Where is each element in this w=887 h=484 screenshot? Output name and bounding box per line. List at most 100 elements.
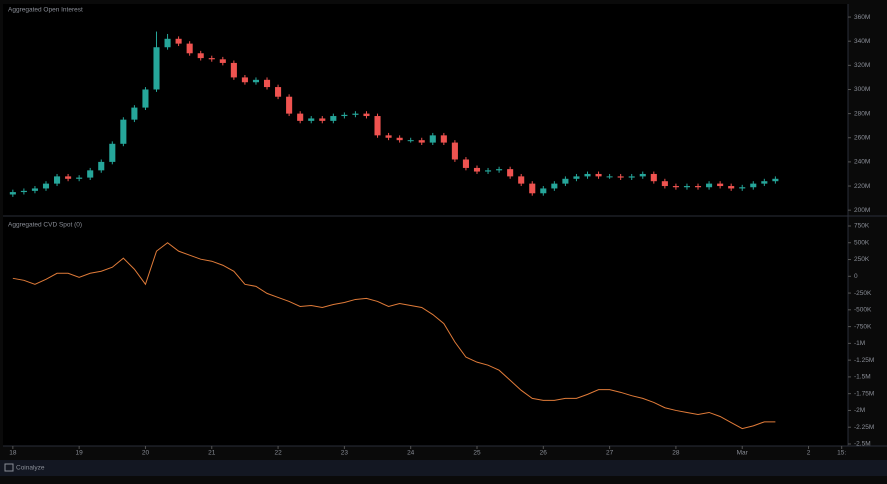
y-tick-label: 300M [854,86,870,93]
y-tick-label: 240M [854,159,870,166]
x-tick-label: 15: [837,450,846,457]
candle-body [175,38,182,44]
y-tick-label: -1.75M [854,390,874,397]
y-tick-label: 360M [854,14,870,21]
candle-body [650,173,657,182]
y-tick-label: -2.25M [854,424,874,431]
candle-body [617,176,624,178]
candle-body [374,116,381,136]
plot-area [3,4,848,446]
candle-body [518,176,525,184]
x-tick-label: 23 [341,450,349,457]
candle-body [507,169,514,177]
candle-body [761,181,768,184]
candle-body [584,173,591,177]
y-tick-label: 320M [854,62,870,69]
x-tick-label: 28 [672,450,680,457]
x-tick-label: 2 [807,450,811,457]
y-tick-label: 250K [854,256,870,263]
candle-body [739,187,746,189]
panel-title: Aggregated CVD Spot (0) [8,222,82,229]
candle-body [573,176,580,179]
candle-body [98,161,105,171]
candle-body [120,119,127,144]
candle-body [230,62,237,78]
candle-body [341,114,348,117]
candle-body [219,59,226,63]
candle-body [717,183,724,187]
y-tick-label: 0 [854,273,858,280]
candle-body [396,137,403,141]
y-tick-label: -750K [854,323,872,330]
x-tick-label: 25 [473,450,481,457]
candle-body [529,183,536,194]
y-tick-label: 200M [854,207,870,214]
candle-body [319,118,326,121]
candle-body [772,178,779,182]
candle-body [42,183,50,189]
panel-title: Aggregated Open Interest [8,7,83,14]
candle-body [20,190,27,193]
x-tick-label: Mar [737,450,749,457]
y-tick-label: -500K [854,307,872,314]
candle-body [606,176,613,178]
candle-body [241,77,248,83]
candle-body [706,183,713,188]
x-tick-label: 26 [540,450,548,457]
x-tick-label: 22 [274,450,282,457]
candle-body [286,96,293,114]
x-tick-label: 24 [407,450,415,457]
line-series [12,242,776,430]
candle-body [562,178,569,184]
candle-body [728,186,735,189]
candle-body [9,192,16,195]
y-tick-label: 750K [854,223,870,230]
candle-body [639,173,646,177]
candle-body [164,38,171,48]
candle-body [263,79,271,88]
brand: Coinalyze [16,465,45,472]
candle-body [197,53,204,59]
candle-body [308,118,315,121]
y-tick-label: 260M [854,134,870,141]
x-tick-label: 20 [142,450,150,457]
candle-body [462,159,469,168]
candle-body [186,43,193,54]
footer-bar [0,460,887,476]
candle-body [330,116,337,121]
y-tick-label: -2.5M [854,441,871,448]
x-tick-label: 21 [208,450,216,457]
y-tick-label: -2M [854,407,865,414]
y-tick-label: -1.25M [854,357,874,364]
candle-body [54,176,61,184]
y-tick-label: 340M [854,38,870,45]
candle-body [418,140,425,143]
candle-body [142,89,149,108]
candle-body [385,135,392,138]
y-tick-label: 220M [854,183,870,190]
candle-body [87,170,94,178]
candle-body [672,186,679,188]
candle-body [131,107,138,120]
candle-body [153,47,160,90]
candle-body [65,176,72,179]
y-tick-label: -250K [854,290,872,297]
candle-body [440,135,447,143]
candle-body [540,188,547,194]
candle-body [694,186,702,188]
candle-body [661,181,668,187]
candle-body [407,140,414,142]
candle-body [31,188,38,191]
candle-body [429,135,436,143]
y-tick-label: -1.5M [854,374,871,381]
candle-body [683,186,691,188]
candle-body [275,87,282,97]
candle-body [485,170,492,172]
candle-body [595,173,602,177]
x-tick-label: 27 [606,450,614,457]
candle-body [496,169,503,171]
candle-body [750,183,757,188]
candle-body [252,79,260,83]
brand-logo [4,463,14,472]
